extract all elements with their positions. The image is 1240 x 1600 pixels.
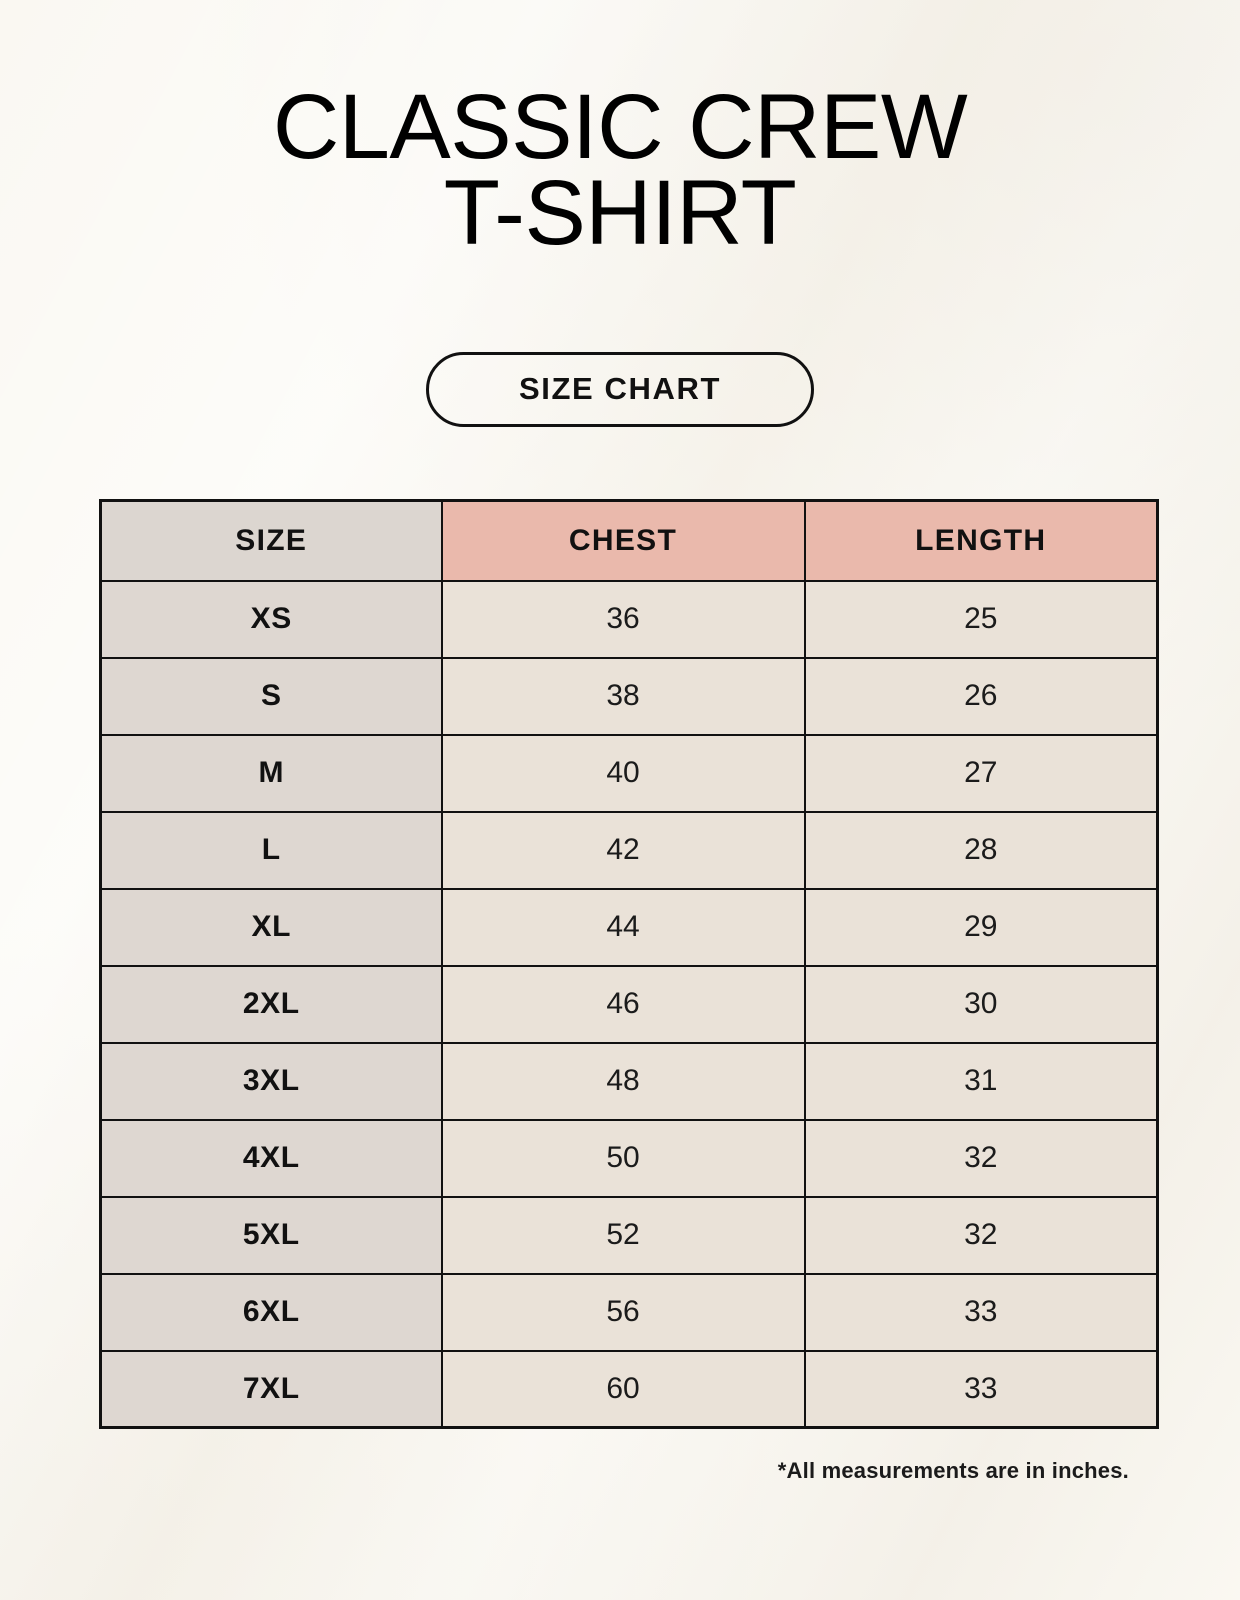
cell-chest: 60: [440, 1349, 806, 1429]
cell-length: 30: [803, 964, 1159, 1044]
cell-chest: 38: [440, 656, 806, 736]
table-row: 4XL 50 32: [99, 1118, 1159, 1198]
size-chart-badge-container: SIZE CHART: [0, 352, 1240, 427]
table-header-row: SIZE CHEST LENGTH: [99, 499, 1159, 582]
cell-length: 25: [803, 579, 1159, 659]
table-row: 3XL 48 31: [99, 1041, 1159, 1121]
page-title: CLASSIC CREW T-SHIRT: [272, 76, 968, 264]
cell-length: 26: [803, 656, 1159, 736]
cell-chest: 36: [440, 579, 806, 659]
cell-size: 2XL: [99, 964, 443, 1044]
size-table-body: XS 36 25 S 38 26 M 40 27 L 42 28 XL 44 29 2XL 46 30 3XL 48 3…: [99, 579, 1159, 1429]
cell-length: 33: [803, 1272, 1159, 1352]
cell-size: XL: [99, 887, 443, 967]
table-row: XL 44 29: [99, 887, 1159, 967]
size-chart-badge: SIZE CHART: [426, 352, 814, 427]
size-table-header: SIZE CHEST LENGTH: [99, 499, 1159, 582]
column-header-chest: CHEST: [440, 499, 806, 582]
cell-length: 29: [803, 887, 1159, 967]
cell-length: 27: [803, 733, 1159, 813]
table-row: XS 36 25: [99, 579, 1159, 659]
cell-chest: 48: [440, 1041, 806, 1121]
cell-size: M: [99, 733, 443, 813]
cell-chest: 44: [440, 887, 806, 967]
cell-size: 6XL: [99, 1272, 443, 1352]
column-header-length: LENGTH: [803, 499, 1159, 582]
cell-chest: 52: [440, 1195, 806, 1275]
cell-size: S: [99, 656, 443, 736]
column-header-size: SIZE: [99, 499, 443, 582]
table-row: 5XL 52 32: [99, 1195, 1159, 1275]
cell-size: 3XL: [99, 1041, 443, 1121]
cell-size: L: [99, 810, 443, 890]
cell-size: 4XL: [99, 1118, 443, 1198]
cell-length: 32: [803, 1118, 1159, 1198]
cell-length: 32: [803, 1195, 1159, 1275]
cell-chest: 56: [440, 1272, 806, 1352]
cell-length: 28: [803, 810, 1159, 890]
table-row: S 38 26: [99, 656, 1159, 736]
cell-length: 31: [803, 1041, 1159, 1121]
cell-size: XS: [99, 579, 443, 659]
cell-size: 7XL: [99, 1349, 443, 1429]
measurements-footnote: *All measurements are in inches.: [777, 1458, 1129, 1483]
table-row: M 40 27: [99, 733, 1159, 813]
table-row: 6XL 56 33: [99, 1272, 1159, 1352]
cell-size: 5XL: [99, 1195, 443, 1275]
table-row: L 42 28: [99, 810, 1159, 890]
cell-chest: 42: [440, 810, 806, 890]
size-table-container: SIZE CHEST LENGTH XS 36 25 S 38 26 M 40 27 L 42 28 X…: [99, 499, 1159, 1429]
size-table: SIZE CHEST LENGTH XS 36 25 S 38 26 M 40 27 L 42 28 X…: [99, 499, 1159, 1429]
table-row: 2XL 46 30: [99, 964, 1159, 1044]
table-row: 7XL 60 33: [99, 1349, 1159, 1429]
cell-chest: 50: [440, 1118, 806, 1198]
cell-chest: 40: [440, 733, 806, 813]
cell-chest: 46: [440, 964, 806, 1044]
cell-length: 33: [803, 1349, 1159, 1429]
